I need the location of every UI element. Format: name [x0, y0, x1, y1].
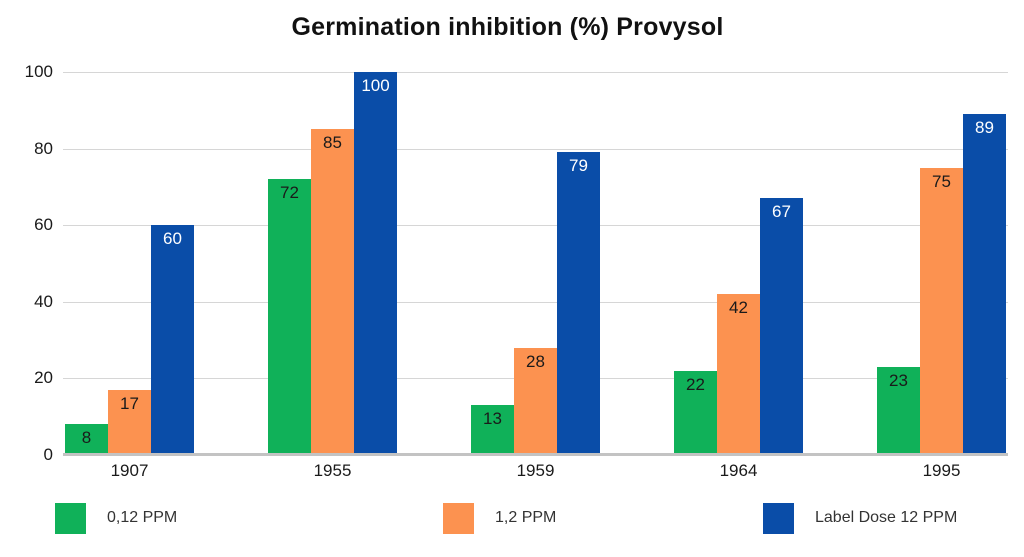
legend-label: 0,12 PPM: [107, 509, 178, 526]
bar-value-label: 89: [975, 118, 994, 138]
bar-value-label: 100: [361, 76, 390, 95]
bar-1907-1,2 PPM: 17: [108, 389, 151, 455]
bar-1955-Label Dose 12 PPM: 100: [354, 72, 397, 455]
gridline-40: [63, 301, 1008, 303]
legend-swatch-icon: [443, 502, 474, 534]
bar-1959-1,2 PPM: 28: [514, 347, 557, 455]
legend-item-0,12 PPM: 0,12 PPM: [55, 502, 177, 534]
legend: 0,12 PPM 1,2 PPM Label Dose 12 PPM: [0, 502, 1024, 538]
bar-value-label: 42: [729, 298, 748, 318]
bar-value-label: 75: [932, 171, 951, 191]
legend-item-1,2 PPM: 1,2 PPM: [443, 502, 556, 534]
legend-label: 1,2 PPM: [495, 509, 557, 526]
bar-1959-0,12 PPM: 13: [471, 405, 514, 455]
x-tick-label-1955: 1955: [313, 461, 352, 480]
x-tick-label-1964: 1964: [719, 461, 758, 480]
bar-value-label: 23: [889, 370, 908, 390]
bar-group-1964: 22 42 67: [674, 72, 803, 455]
bar-1907-0,12 PPM: 8: [65, 424, 108, 455]
chart-title: Germination inhibition (%) Provysol: [291, 13, 724, 41]
bar-value-label: 85: [323, 133, 342, 153]
bar-value-label: 28: [526, 351, 545, 371]
bar-1955-1,2 PPM: 85: [311, 129, 354, 455]
bar-value-label: 22: [686, 374, 705, 394]
bar-value-label: 60: [163, 229, 182, 249]
plot-area: 8 17 60 72 85 100 13 28 79 22 42 67 23 75 89: [63, 72, 1008, 455]
bar-value-label: 8: [81, 428, 92, 448]
bar-1964-1,2 PPM: 42: [717, 294, 760, 455]
x-tick-label-1907: 1907: [110, 461, 149, 480]
y-tick-label-80: 80: [34, 138, 53, 158]
bar-group-1955: 72 85 100: [268, 72, 397, 455]
y-tick-label-20: 20: [34, 368, 53, 388]
x-tick-label-1995: 1995: [922, 461, 961, 480]
x-axis: 1907 1955 1959 1964 1995: [65, 461, 1006, 481]
bar-1995-1,2 PPM: 75: [920, 167, 963, 455]
bar-value-label: 72: [280, 183, 299, 203]
legend-item-Label Dose 12 PPM: Label Dose 12 PPM: [763, 502, 957, 534]
bar-1964-Label Dose 12 PPM: 67: [760, 198, 803, 455]
bar-1955-0,12 PPM: 72: [268, 179, 311, 455]
bar-group-1995: 23 75 89: [877, 72, 1006, 455]
y-tick-label-40: 40: [34, 291, 53, 311]
bar-value-label: 79: [569, 156, 588, 176]
x-tick-label-1959: 1959: [516, 461, 555, 480]
y-tick-label-100: 100: [24, 62, 53, 81]
bar-group-1907: 8 17 60: [65, 72, 194, 455]
bar-1959-Label Dose 12 PPM: 79: [557, 152, 600, 455]
x-axis-line: [63, 453, 1008, 456]
bar-1995-Label Dose 12 PPM: 89: [963, 114, 1006, 455]
bar-groups: 8 17 60 72 85 100 13 28 79 22 42 67 23 75 89: [65, 72, 1006, 455]
legend-swatch-icon: [763, 502, 794, 534]
gridline-100: [63, 72, 1008, 73]
bar-group-1959: 13 28 79: [471, 72, 600, 455]
bar-1995-0,12 PPM: 23: [877, 366, 920, 455]
y-tick-label-0: 0: [43, 445, 53, 464]
gridline-80: [63, 148, 1008, 150]
bar-value-label: 67: [772, 202, 791, 222]
gridline-60: [63, 225, 1008, 227]
bar-value-label: 17: [120, 393, 139, 413]
legend-swatch-icon: [55, 502, 86, 534]
bar-1964-0,12 PPM: 22: [674, 370, 717, 455]
bar-1907-Label Dose 12 PPM: 60: [151, 225, 194, 455]
y-tick-label-60: 60: [34, 215, 53, 235]
legend-label: Label Dose 12 PPM: [815, 509, 958, 526]
bar-value-label: 13: [483, 409, 502, 429]
